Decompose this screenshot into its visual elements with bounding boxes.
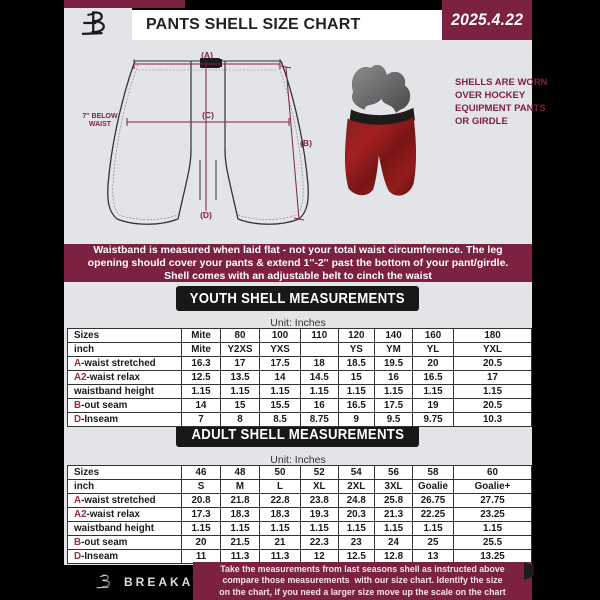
svg-text:7'' BELOW: 7'' BELOW [82,113,118,120]
svg-text:(C): (C) [202,110,214,120]
svg-text:(D): (D) [200,210,212,220]
svg-text:WAIST: WAIST [89,121,112,128]
svg-text:(A): (A) [201,50,213,60]
svg-text:(B): (B) [300,138,312,148]
